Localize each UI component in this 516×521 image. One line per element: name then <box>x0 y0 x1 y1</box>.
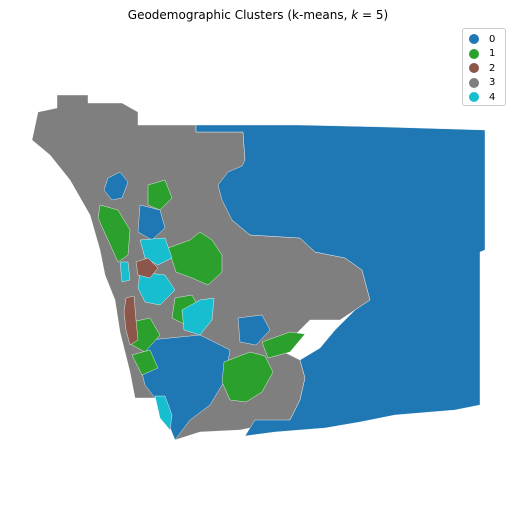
legend-entry-2: 2 <box>469 61 505 76</box>
cluster-1-patch-east <box>261 331 306 359</box>
cluster-0-patch-central <box>137 204 166 241</box>
legend-entry-1: 1 <box>469 47 505 62</box>
cluster-0-patch-south <box>139 334 231 441</box>
title-k: k <box>351 8 359 22</box>
title-prefix: Geodemographic Clusters (k-means, <box>127 8 352 22</box>
cluster-1-patch-central <box>167 231 223 286</box>
cluster-2-patch-central <box>135 257 159 279</box>
legend-entry-0: 0 <box>469 32 505 47</box>
legend-swatch-0 <box>469 34 479 45</box>
cluster-4-patch-coast <box>119 261 131 283</box>
legend-label-0: 0 <box>489 33 496 45</box>
legend-label-4: 4 <box>489 91 496 103</box>
legend-label-3: 3 <box>489 77 496 89</box>
cluster-1-patch-south-coast <box>131 349 159 376</box>
cluster-4-patch-east <box>181 297 215 336</box>
cluster-2-patch-coast <box>123 295 139 346</box>
title-suffix: = 5) <box>358 8 389 22</box>
cluster-0-patch-east <box>237 314 271 346</box>
legend-swatch-3 <box>469 77 479 88</box>
cluster-0-region-east <box>195 124 486 437</box>
legend-entry-4: 4 <box>469 90 505 105</box>
legend-entry-3: 3 <box>469 76 505 91</box>
legend-label-1: 1 <box>489 48 496 60</box>
legend-label-2: 2 <box>489 62 496 74</box>
map-legend: 0 1 2 3 4 <box>462 28 506 106</box>
legend-swatch-2 <box>469 63 479 74</box>
cluster-1-patch-north <box>147 179 173 211</box>
cluster-4-patch-central <box>137 271 176 306</box>
legend-swatch-1 <box>469 48 479 59</box>
map-title: Geodemographic Clusters (k-means, k = 5) <box>0 8 516 22</box>
legend-swatch-4 <box>469 92 479 103</box>
cluster-4-patch-south <box>154 395 173 431</box>
cluster-0-patch-north <box>103 171 129 201</box>
cluster-1-patch-inland-south <box>221 351 274 403</box>
cluster-1-patch-coast-north <box>97 204 131 263</box>
